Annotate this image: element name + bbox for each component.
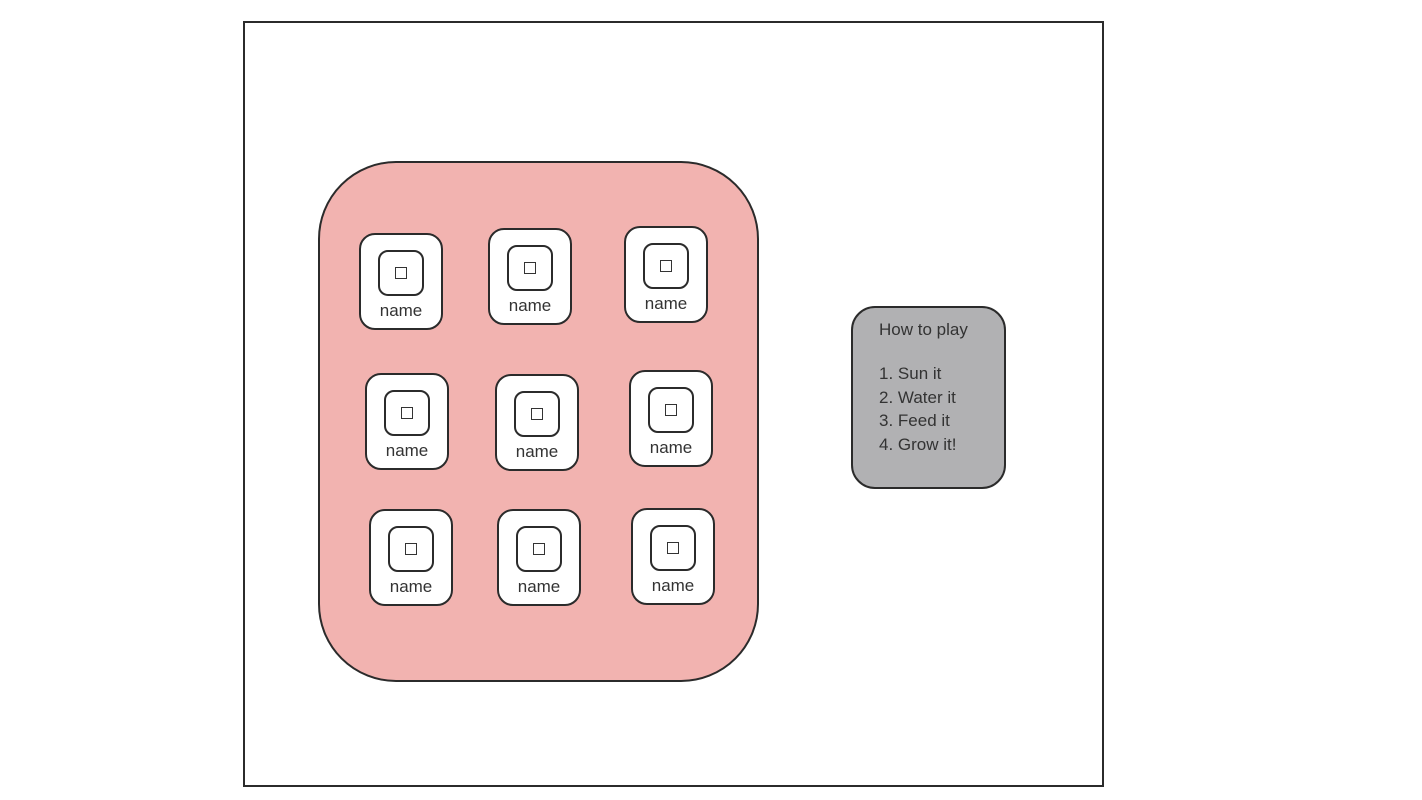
plant-slot-name: name [651,576,695,595]
square-placeholder-icon [660,260,672,272]
plant-slot-8[interactable]: name [497,509,581,606]
plant-slot-name: name [515,442,559,461]
plant-slot-name: name [508,296,552,315]
plant-slot-icon-frame [507,245,553,291]
plant-slot-name: name [644,294,688,313]
plant-slot-icon-frame [643,243,689,289]
how-to-play-step: 4. Grow it! [879,434,957,454]
how-to-play-step: 3. Feed it [879,411,950,430]
how-to-play-steps: 1. Sun it 2. Water it 3. Feed it 4. Grow… [879,362,1004,456]
square-placeholder-icon [531,408,543,420]
how-to-play-step: 1. Sun it [879,364,942,383]
plant-slot-icon-frame [650,525,696,571]
square-placeholder-icon [405,543,417,555]
plant-slot-5[interactable]: name [495,374,579,471]
plant-slot-name: name [517,577,561,596]
plant-slot-icon-frame [648,387,694,433]
plant-slot-icon-frame [388,526,434,572]
how-to-play-step: 2. Water it [879,387,956,407]
plant-slot-icon-frame [378,250,424,296]
plant-slot-name: name [379,301,423,320]
square-placeholder-icon [667,542,679,554]
plant-slot-name: name [385,441,429,460]
how-to-play-panel: How to play 1. Sun it 2. Water it 3. Fee… [851,306,1006,489]
plant-slot-3[interactable]: name [624,226,708,323]
plant-slot-icon-frame [514,391,560,437]
plant-slot-4[interactable]: name [365,373,449,470]
plant-slot-2[interactable]: name [488,228,572,325]
square-placeholder-icon [524,262,536,274]
square-placeholder-icon [395,267,407,279]
square-placeholder-icon [401,407,413,419]
plant-slot-7[interactable]: name [369,509,453,606]
plant-slot-6[interactable]: name [629,370,713,467]
plant-slot-name: name [389,577,433,596]
plant-slot-icon-frame [516,526,562,572]
plant-board: name name name name name name [318,161,759,682]
square-placeholder-icon [533,543,545,555]
plant-slot-name: name [649,438,693,457]
plant-slot-9[interactable]: name [631,508,715,605]
plant-slot-1[interactable]: name [359,233,443,330]
how-to-play-title: How to play [879,320,968,339]
plant-slot-icon-frame [384,390,430,436]
square-placeholder-icon [665,404,677,416]
